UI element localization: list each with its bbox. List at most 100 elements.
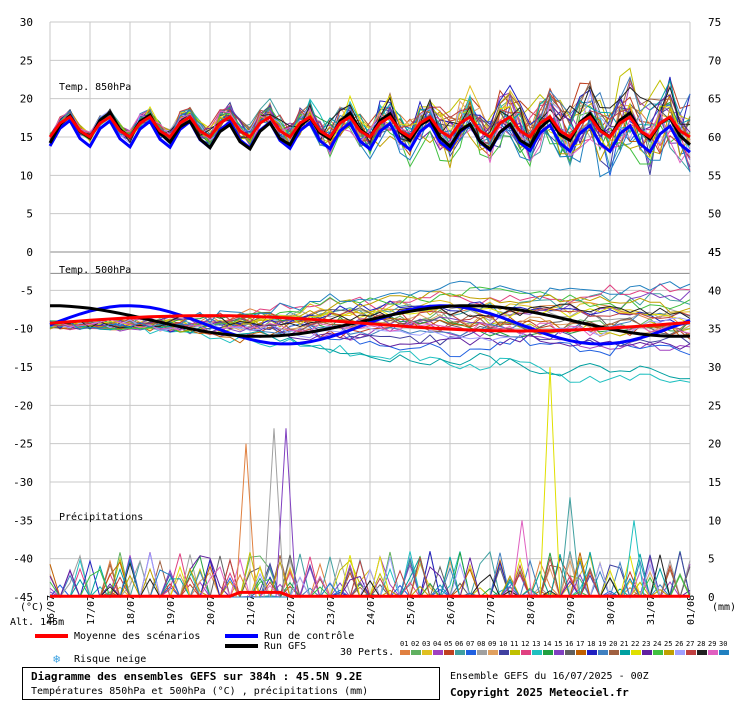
chart-title: Diagramme des ensembles GEFS sur 384h : … (31, 670, 363, 683)
pert-swatch (609, 650, 619, 655)
x-tick-label: 01/08 (686, 595, 697, 625)
pert-swatch (477, 650, 487, 655)
y-tick-label: -10 (13, 323, 33, 336)
x-tick-label: 21/07 (246, 595, 257, 625)
legend-gfs-label: Run GFS (264, 641, 307, 652)
pert-number: 03 (422, 640, 430, 648)
pert-swatch (719, 650, 729, 655)
pert-swatch (675, 650, 685, 655)
pert-number: 01 (400, 640, 408, 648)
y2-tick-label: 30 (708, 361, 721, 374)
panel-label-t850: Temp. 850hPa (59, 82, 131, 93)
y-tick-label: -35 (13, 514, 33, 527)
x-tick-label: 19/07 (166, 595, 177, 625)
pert-number: 17 (576, 640, 584, 648)
pert-number: 15 (554, 640, 562, 648)
pert-number: 06 (455, 640, 463, 648)
y-tick-label: 20 (20, 93, 33, 106)
y2-tick-label: 50 (708, 208, 721, 221)
pert-number: 23 (642, 640, 650, 648)
pert-swatch (444, 650, 454, 655)
left-unit-label: (°C) (20, 602, 44, 613)
pert-swatch (576, 650, 586, 655)
legend-mean-label: Moyenne des scénarios (74, 631, 201, 642)
info-box: Diagramme des ensembles GEFS sur 384h : … (22, 667, 440, 700)
precip-peak (275, 428, 297, 598)
pert-number: 10 (499, 640, 507, 648)
pert-number: 21 (620, 640, 628, 648)
y2-tick-label: 15 (708, 476, 721, 489)
pert-swatch (653, 650, 663, 655)
precip-peak (263, 428, 285, 598)
pert-swatch (532, 650, 542, 655)
pert-number: 19 (598, 640, 606, 648)
x-tick-label: 31/07 (646, 595, 657, 625)
y2-tick-label: 70 (708, 54, 721, 67)
y-tick-label: 25 (20, 54, 33, 67)
x-tick-label: 17/07 (86, 595, 97, 625)
pert-number: 20 (609, 640, 617, 648)
pert-number: 30 (719, 640, 727, 648)
gfs-500-line (49, 304, 691, 338)
pert-swatch (587, 650, 597, 655)
pert-swatch (466, 650, 476, 655)
pert-number: 29 (708, 640, 716, 648)
precip-peak (559, 497, 581, 598)
pert-number: 25 (664, 640, 672, 648)
pert-number: 08 (477, 640, 485, 648)
pert-swatch (642, 650, 652, 655)
pert-swatch (422, 650, 432, 655)
y2-tick-label: 0 (708, 591, 715, 604)
y-tick-label: -5 (20, 284, 33, 297)
chart-subtitle: Températures 850hPa et 500hPa (°C) , pré… (31, 686, 369, 697)
y2-tick-label: 10 (708, 514, 721, 527)
pert-number: 22 (631, 640, 639, 648)
y2-tick-label: 45 (708, 246, 721, 259)
x-tick-label: 18/07 (126, 595, 137, 625)
altitude-label: Alt. 145m (10, 617, 65, 628)
y2-tick-label: 35 (708, 323, 721, 336)
pert-swatch (510, 650, 520, 655)
pert-number: 04 (433, 640, 441, 648)
pert-number: 26 (675, 640, 683, 648)
x-tick-label: 30/07 (606, 595, 617, 625)
precip-peak (539, 366, 561, 598)
pert-swatch (620, 650, 630, 655)
y2-tick-label: 40 (708, 284, 721, 297)
x-tick-label: 26/07 (446, 595, 457, 625)
x-tick-label: 20/07 (206, 595, 217, 625)
member-500-line (49, 303, 691, 329)
precip-peak (235, 443, 257, 598)
pert-swatch (686, 650, 696, 655)
pert-swatch (697, 650, 707, 655)
y-tick-label: 0 (26, 246, 33, 259)
pert-swatch (631, 650, 641, 655)
legend-snow-label: Risque neige (74, 654, 147, 665)
x-tick-label: 28/07 (526, 595, 537, 625)
control-850-line (48, 118, 691, 155)
pert-number: 13 (532, 640, 540, 648)
pert-number: 02 (411, 640, 419, 648)
y-tick-label: -45 (13, 591, 33, 604)
right-unit-label: (mm) (712, 602, 736, 613)
y-tick-label: -15 (13, 361, 33, 374)
y-tick-label: 10 (20, 169, 33, 182)
member-500-line (49, 321, 691, 383)
pert-number: 09 (488, 640, 496, 648)
run-label: Ensemble GEFS du 16/07/2025 - 00Z (450, 671, 649, 682)
panel-label-precip: Précipitations (59, 511, 143, 523)
x-tick-label: 22/07 (286, 595, 297, 625)
pert-number: 16 (565, 640, 573, 648)
pert-swatch (554, 650, 564, 655)
legend-perts-label: 30 Perts. (340, 647, 395, 658)
pert-swatch (499, 650, 509, 655)
pert-swatch (521, 650, 531, 655)
y2-tick-label: 60 (708, 131, 721, 144)
x-tick-label: 23/07 (326, 595, 337, 625)
y-tick-label: 5 (26, 208, 33, 221)
panel-label-t500: Temp. 500hPa (59, 265, 131, 276)
pert-number: 05 (444, 640, 452, 648)
pert-swatch (433, 650, 443, 655)
